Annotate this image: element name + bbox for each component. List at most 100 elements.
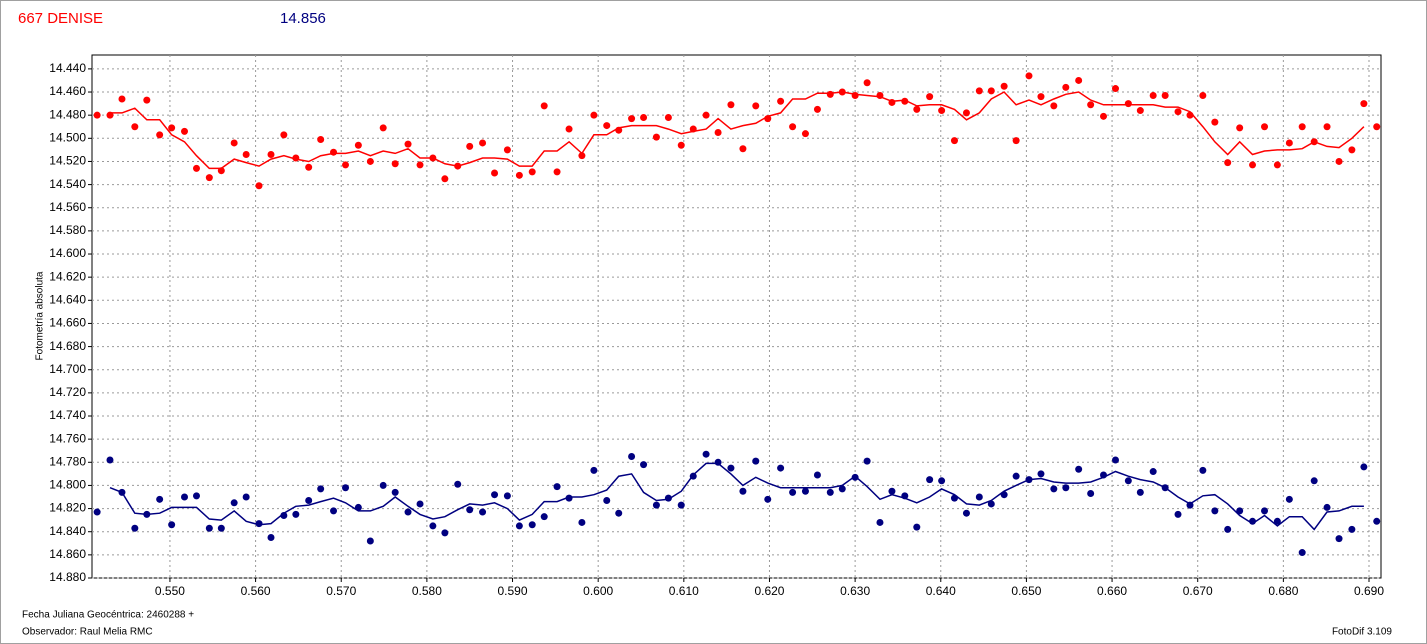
data-point: [106, 111, 114, 119]
data-point: [205, 174, 213, 182]
data-point: [1062, 83, 1070, 91]
x-tick-label: 0.590: [498, 584, 528, 598]
data-point: [180, 493, 188, 501]
data-point: [826, 90, 834, 98]
data-point: [851, 473, 859, 481]
data-point: [1360, 100, 1368, 108]
data-point: [479, 508, 487, 516]
x-axis-label: Fecha Juliana Geocéntrica: 2460288 +: [22, 610, 194, 621]
data-point: [93, 111, 101, 119]
data-point: [1236, 507, 1244, 515]
y-tick-label: 14.440: [49, 61, 86, 75]
data-point: [1000, 491, 1008, 499]
data-point: [1261, 507, 1269, 515]
data-point: [168, 124, 176, 132]
data-point: [1050, 485, 1058, 493]
data-point: [565, 494, 573, 502]
data-point: [1025, 476, 1033, 484]
data-point: [689, 125, 697, 133]
data-point: [987, 500, 995, 508]
data-point: [714, 458, 722, 466]
data-point: [1298, 123, 1306, 131]
data-point: [192, 164, 200, 172]
data-point: [888, 98, 896, 106]
data-point: [789, 123, 797, 131]
data-point: [1310, 138, 1318, 146]
data-point: [168, 521, 176, 529]
observer: Observador: Raul Melia RMC: [22, 627, 153, 638]
data-point: [1136, 107, 1144, 115]
x-tick-label: 0.550: [155, 584, 185, 598]
data-point: [1199, 466, 1207, 474]
data-point: [118, 95, 126, 103]
data-point: [1100, 471, 1108, 479]
x-tick-label: 0.640: [926, 584, 956, 598]
data-point: [1136, 488, 1144, 496]
data-point: [578, 518, 586, 526]
data-point: [391, 160, 399, 168]
data-point: [1100, 112, 1108, 120]
data-point: [379, 124, 387, 132]
data-point: [1124, 477, 1132, 485]
data-point: [280, 512, 288, 520]
data-point: [354, 141, 362, 149]
data-point: [441, 175, 449, 183]
y-tick-label: 14.800: [49, 478, 86, 492]
data-point: [1236, 124, 1244, 132]
data-point: [540, 513, 548, 521]
data-point: [1111, 85, 1119, 93]
y-tick-label: 14.880: [49, 570, 86, 584]
data-point: [454, 162, 462, 170]
data-point: [987, 87, 995, 95]
x-tick-label: 0.570: [326, 584, 356, 598]
data-point: [267, 151, 275, 159]
trend-line: [110, 91, 1365, 170]
data-point: [1037, 470, 1045, 478]
data-point: [689, 472, 697, 480]
data-point: [801, 487, 809, 495]
data-point: [677, 501, 685, 509]
data-point: [1310, 477, 1318, 485]
data-point: [838, 88, 846, 96]
x-tick-label: 0.610: [669, 584, 699, 598]
data-point: [938, 107, 946, 115]
data-point: [515, 522, 523, 530]
data-point: [565, 125, 573, 133]
data-point: [280, 131, 288, 139]
data-point: [305, 163, 313, 171]
y-tick-label: 14.660: [49, 316, 86, 330]
data-point: [901, 492, 909, 500]
data-point: [528, 521, 536, 529]
y-tick-label: 14.500: [49, 130, 86, 144]
data-point: [739, 487, 747, 495]
data-point: [466, 506, 474, 514]
data-point: [366, 537, 374, 545]
data-point: [454, 480, 462, 488]
data-point: [156, 131, 164, 139]
data-point: [292, 154, 300, 162]
y-tick-label: 14.480: [49, 107, 86, 121]
data-point: [342, 484, 350, 492]
data-point: [888, 487, 896, 495]
data-point: [1373, 517, 1381, 525]
data-point: [752, 457, 760, 465]
data-point: [801, 130, 809, 138]
data-point: [217, 524, 225, 532]
data-point: [1025, 72, 1033, 80]
data-point: [714, 129, 722, 137]
data-point: [317, 135, 325, 143]
data-point: [789, 488, 797, 496]
data-point: [838, 485, 846, 493]
data-point: [330, 148, 338, 156]
data-point: [1348, 525, 1356, 533]
x-tick-label: 0.630: [840, 584, 870, 598]
data-point: [1298, 549, 1306, 557]
data-point: [876, 518, 884, 526]
data-point: [677, 141, 685, 149]
data-point: [1161, 91, 1169, 99]
data-point: [590, 466, 598, 474]
data-point: [1149, 91, 1157, 99]
y-tick-label: 14.580: [49, 223, 86, 237]
data-point: [106, 456, 114, 464]
data-point: [131, 123, 139, 131]
